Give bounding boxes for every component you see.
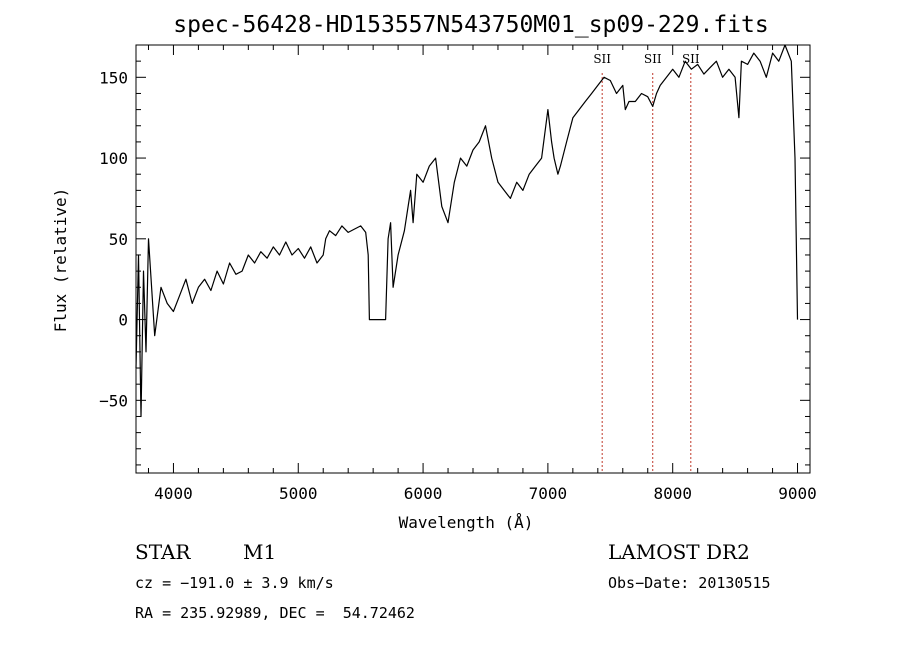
object-class: STAR xyxy=(135,540,191,564)
y-tick-label: 50 xyxy=(109,230,128,249)
redshift-text: cz = −191.0 ± 3.9 km/s xyxy=(135,574,334,592)
y-tick-label: 100 xyxy=(99,149,128,168)
obs-date-text: Obs−Date: 20130515 xyxy=(608,574,771,592)
y-axis-label: Flux (relative) xyxy=(51,188,70,333)
spectrum-line xyxy=(135,44,799,418)
line-marker-label: SII xyxy=(593,52,611,66)
survey-label: LAMOST DR2 xyxy=(608,540,750,564)
x-tick-label: 4000 xyxy=(154,484,193,503)
line-marker-label: SII xyxy=(644,52,662,66)
y-tick-label: 0 xyxy=(118,311,128,330)
x-tick-label: 6000 xyxy=(404,484,443,503)
x-axis-label: Wavelength (Å) xyxy=(399,513,534,532)
chart-title: spec-56428-HD153557N543750M01_sp09-229.f… xyxy=(173,12,768,38)
x-tick-label: 8000 xyxy=(653,484,692,503)
y-tick-label: 150 xyxy=(99,68,128,87)
plot-area: 4000 5000 6000 7000 8000 9000 −50 0 50 100 150 SII S… xyxy=(99,44,817,503)
x-tick-label: 9000 xyxy=(778,484,817,503)
x-tick-label: 7000 xyxy=(529,484,568,503)
object-subclass: M1 xyxy=(243,540,277,564)
plot-frame xyxy=(135,44,811,474)
coordinates-text: RA = 235.92989, DEC = 54.72462 xyxy=(135,604,415,622)
y-tick-label: −50 xyxy=(99,391,128,410)
x-tick-label: 5000 xyxy=(279,484,318,503)
